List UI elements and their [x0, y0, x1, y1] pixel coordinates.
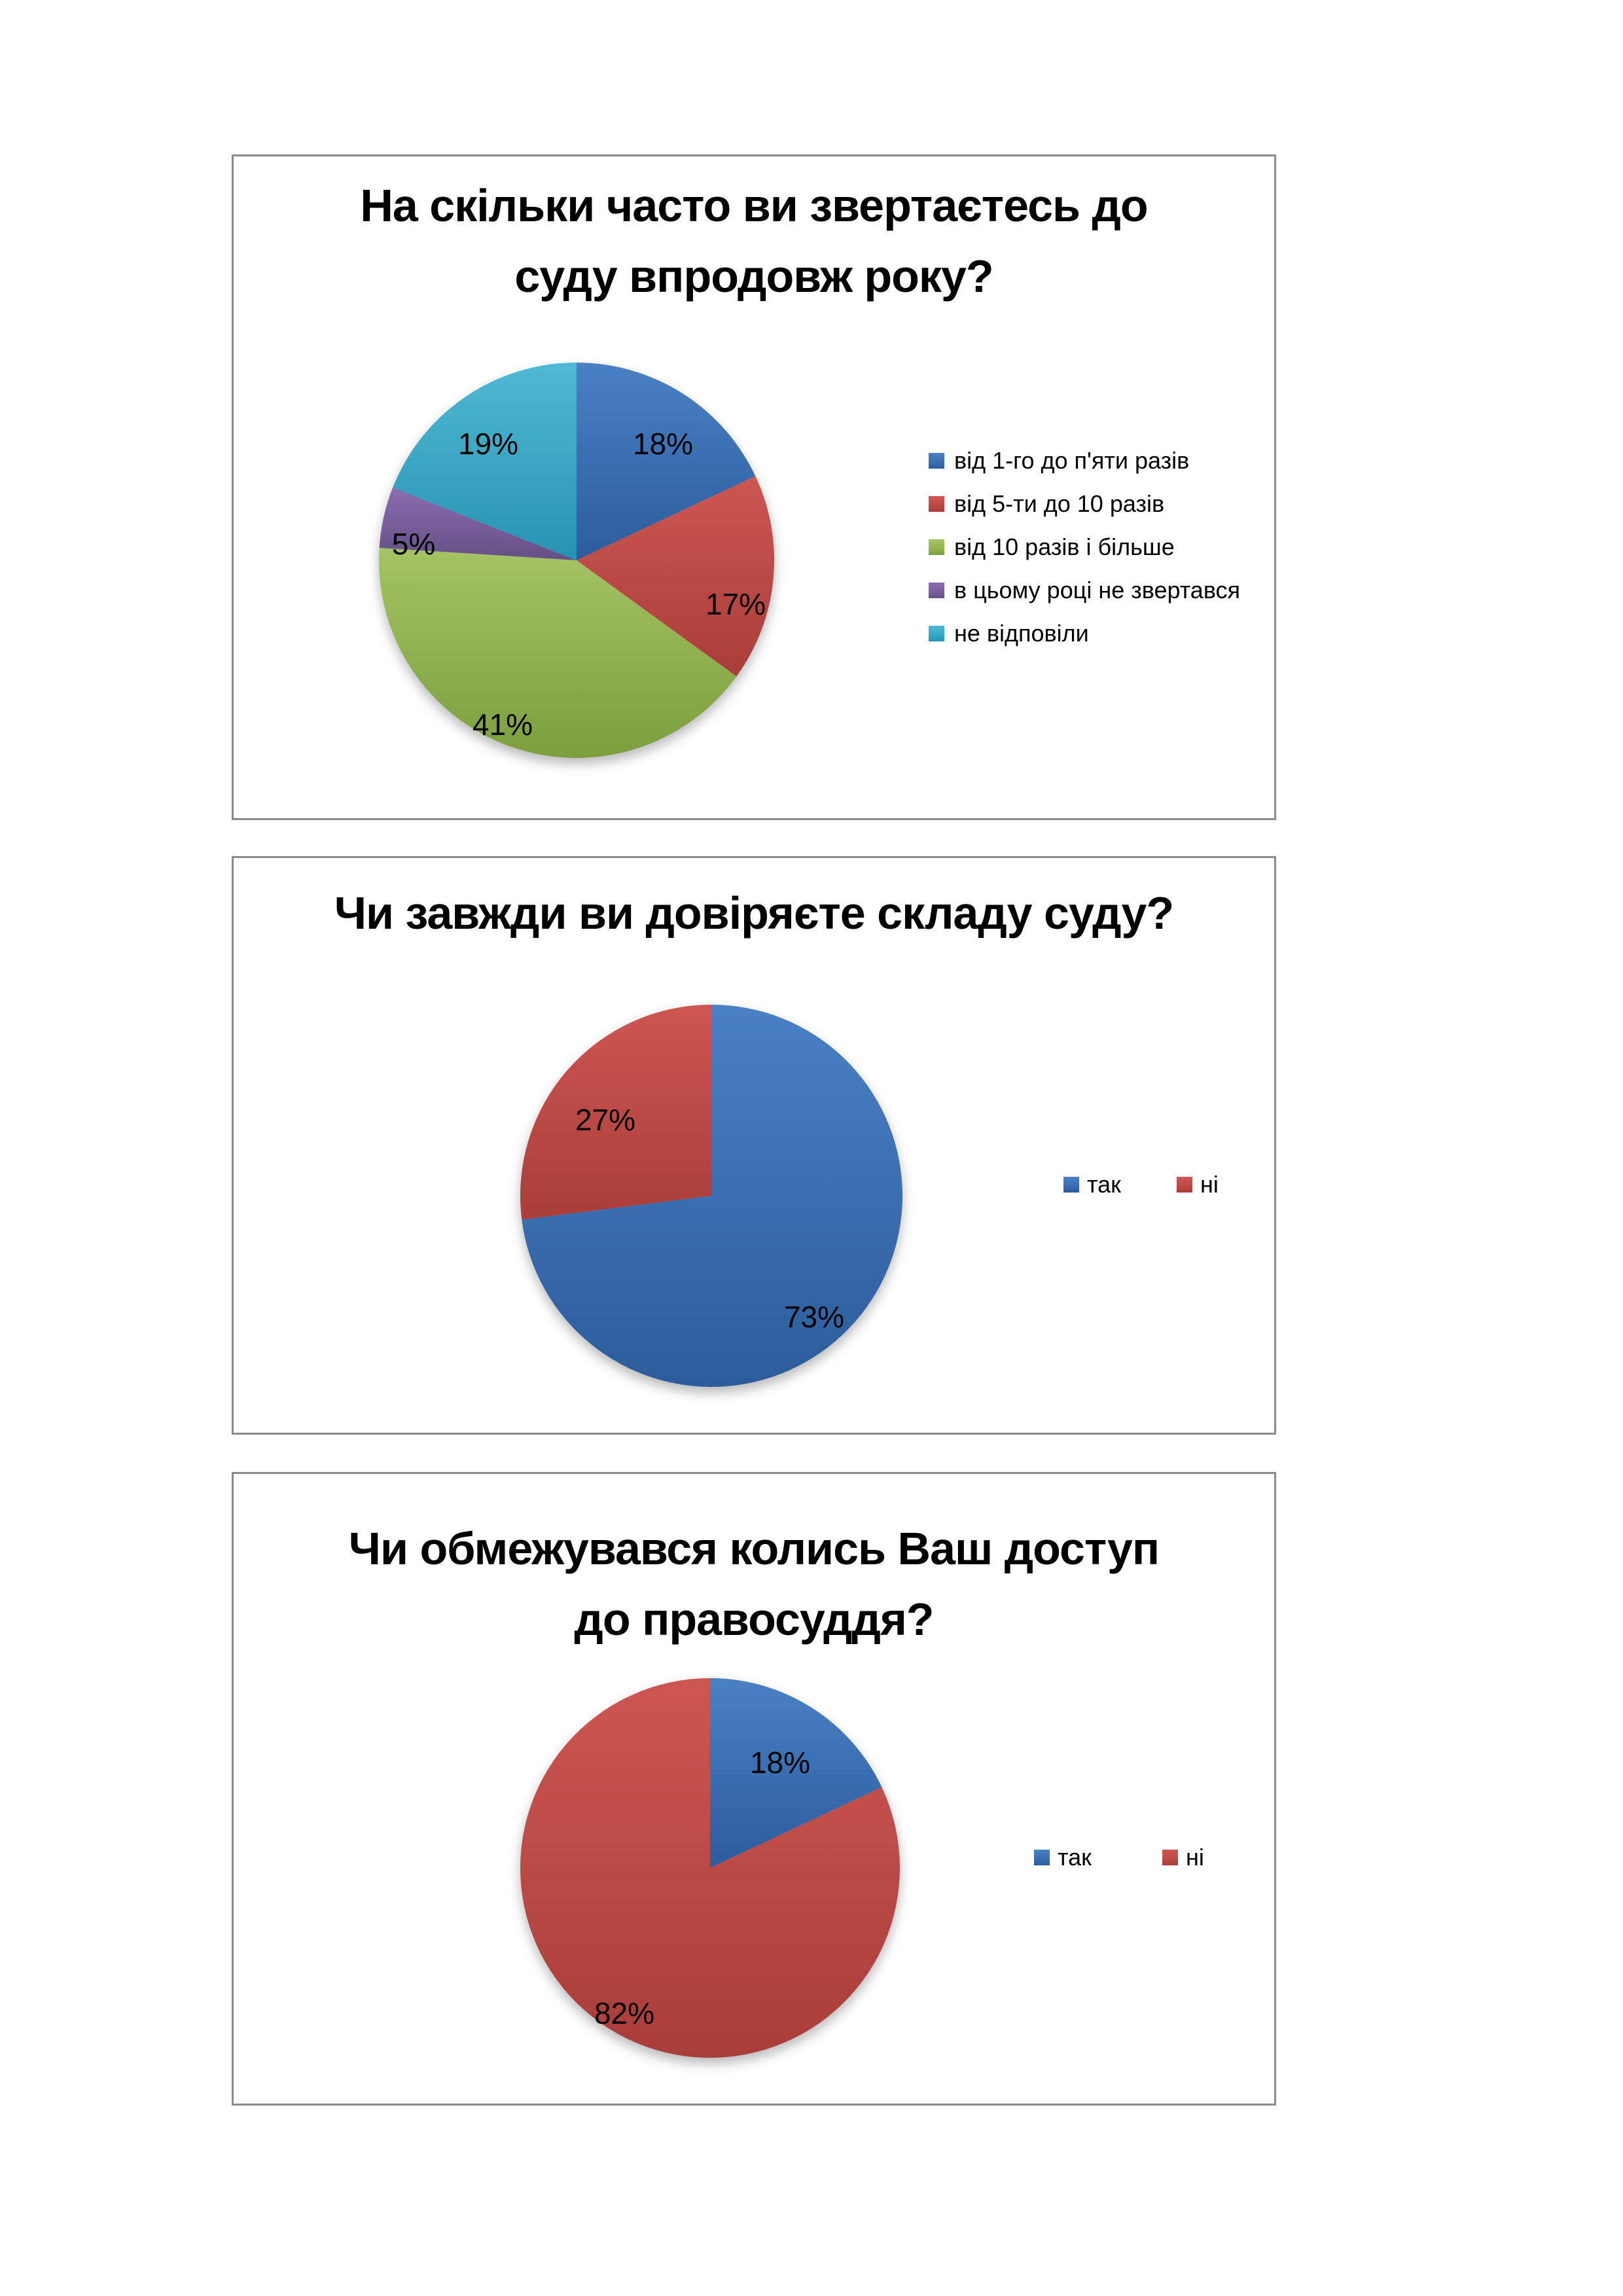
- legend-swatch: [1177, 1177, 1192, 1193]
- pie-slice: [577, 363, 756, 560]
- pie-slice: [522, 1005, 902, 1387]
- chart-title: Чи завжди ви довіряєте складу суду?: [234, 858, 1274, 948]
- legend-item: ні: [1162, 1844, 1204, 1871]
- legend-swatch: [1162, 1850, 1178, 1865]
- data-label: 27%: [575, 1103, 636, 1137]
- data-label: 73%: [783, 1300, 845, 1334]
- chart-panel-trust-court: Чи завжди ви довіряєте складу суду? 73% 2…: [232, 856, 1276, 1435]
- chart-title-line: Чи обмежувався колись Ваш доступ: [348, 1523, 1160, 1574]
- legend-swatch: [1063, 1177, 1079, 1193]
- pie-chart: 18% 82%: [234, 1474, 1274, 2104]
- pie-slice: [710, 1678, 882, 1868]
- chart-title: Чи обмежувався колись Ваш доступ до прав…: [234, 1474, 1274, 1655]
- legend-swatch: [1034, 1850, 1050, 1865]
- legend-label: так: [1058, 1844, 1092, 1871]
- legend-label: так: [1087, 1171, 1121, 1198]
- legend-swatch: [929, 539, 944, 555]
- legend-item: від 1-го до п'яти разів: [929, 439, 1240, 482]
- legend-label: ні: [1200, 1171, 1219, 1198]
- legend-item: в цьому році не звертався: [929, 569, 1240, 612]
- legend-swatch: [929, 496, 944, 512]
- legend-swatch: [929, 453, 944, 469]
- legend: від 1-го до п'яти разів від 5-ти до 10 р…: [929, 439, 1240, 655]
- pie-slice: [577, 476, 775, 677]
- legend-item: ні: [1177, 1171, 1219, 1198]
- legend-item: не відповіли: [929, 612, 1240, 655]
- chart-title: На скільки часто ви звертаєтесь до суду …: [234, 156, 1274, 312]
- pie-slice: [379, 548, 737, 758]
- chart-panel-access-justice: Чи обмежувався колись Ваш доступ до прав…: [232, 1472, 1276, 2106]
- pie-slice: [520, 1005, 711, 1220]
- chart-title-line: суду впродовж року?: [514, 251, 993, 302]
- data-label: 82%: [594, 1996, 655, 2030]
- legend-item: так: [1034, 1844, 1092, 1871]
- legend-label: в цьому році не звертався: [954, 577, 1241, 603]
- pie-slice: [393, 363, 577, 560]
- legend-label: від 5-ти до 10 разів: [954, 490, 1165, 517]
- legend-label: не відповіли: [954, 620, 1089, 647]
- legend-item: від 10 разів і більше: [929, 526, 1240, 569]
- legend-label: від 10 разів і більше: [954, 533, 1175, 560]
- pie-chart: 18% 17% 41% 5% 19%: [234, 156, 1274, 818]
- legend-label: ні: [1186, 1844, 1204, 1871]
- legend-label: від 1-го до п'яти разів: [954, 447, 1190, 474]
- chart-title-line: На скільки часто ви звертаєтесь до: [360, 180, 1148, 231]
- data-label: 17%: [705, 587, 766, 621]
- legend-item: так: [1063, 1171, 1121, 1198]
- pie-chart: 73% 27%: [234, 858, 1274, 1433]
- chart-title-line: Чи завжди ви довіряєте складу суду?: [334, 888, 1174, 939]
- data-label: 41%: [472, 708, 533, 742]
- chart-panel-court-frequency: На скільки часто ви звертаєтесь до суду …: [232, 154, 1276, 820]
- data-label: 19%: [457, 427, 519, 461]
- legend-swatch: [929, 626, 944, 641]
- data-label: 5%: [391, 527, 436, 561]
- legend-item: від 5-ти до 10 разів: [929, 482, 1240, 526]
- pie-slice: [379, 487, 577, 560]
- data-label: 18%: [749, 1746, 811, 1780]
- pie-slice: [520, 1678, 901, 2058]
- legend-swatch: [929, 583, 944, 598]
- data-label: 18%: [632, 427, 694, 461]
- chart-title-line: до правосуддя?: [574, 1594, 934, 1645]
